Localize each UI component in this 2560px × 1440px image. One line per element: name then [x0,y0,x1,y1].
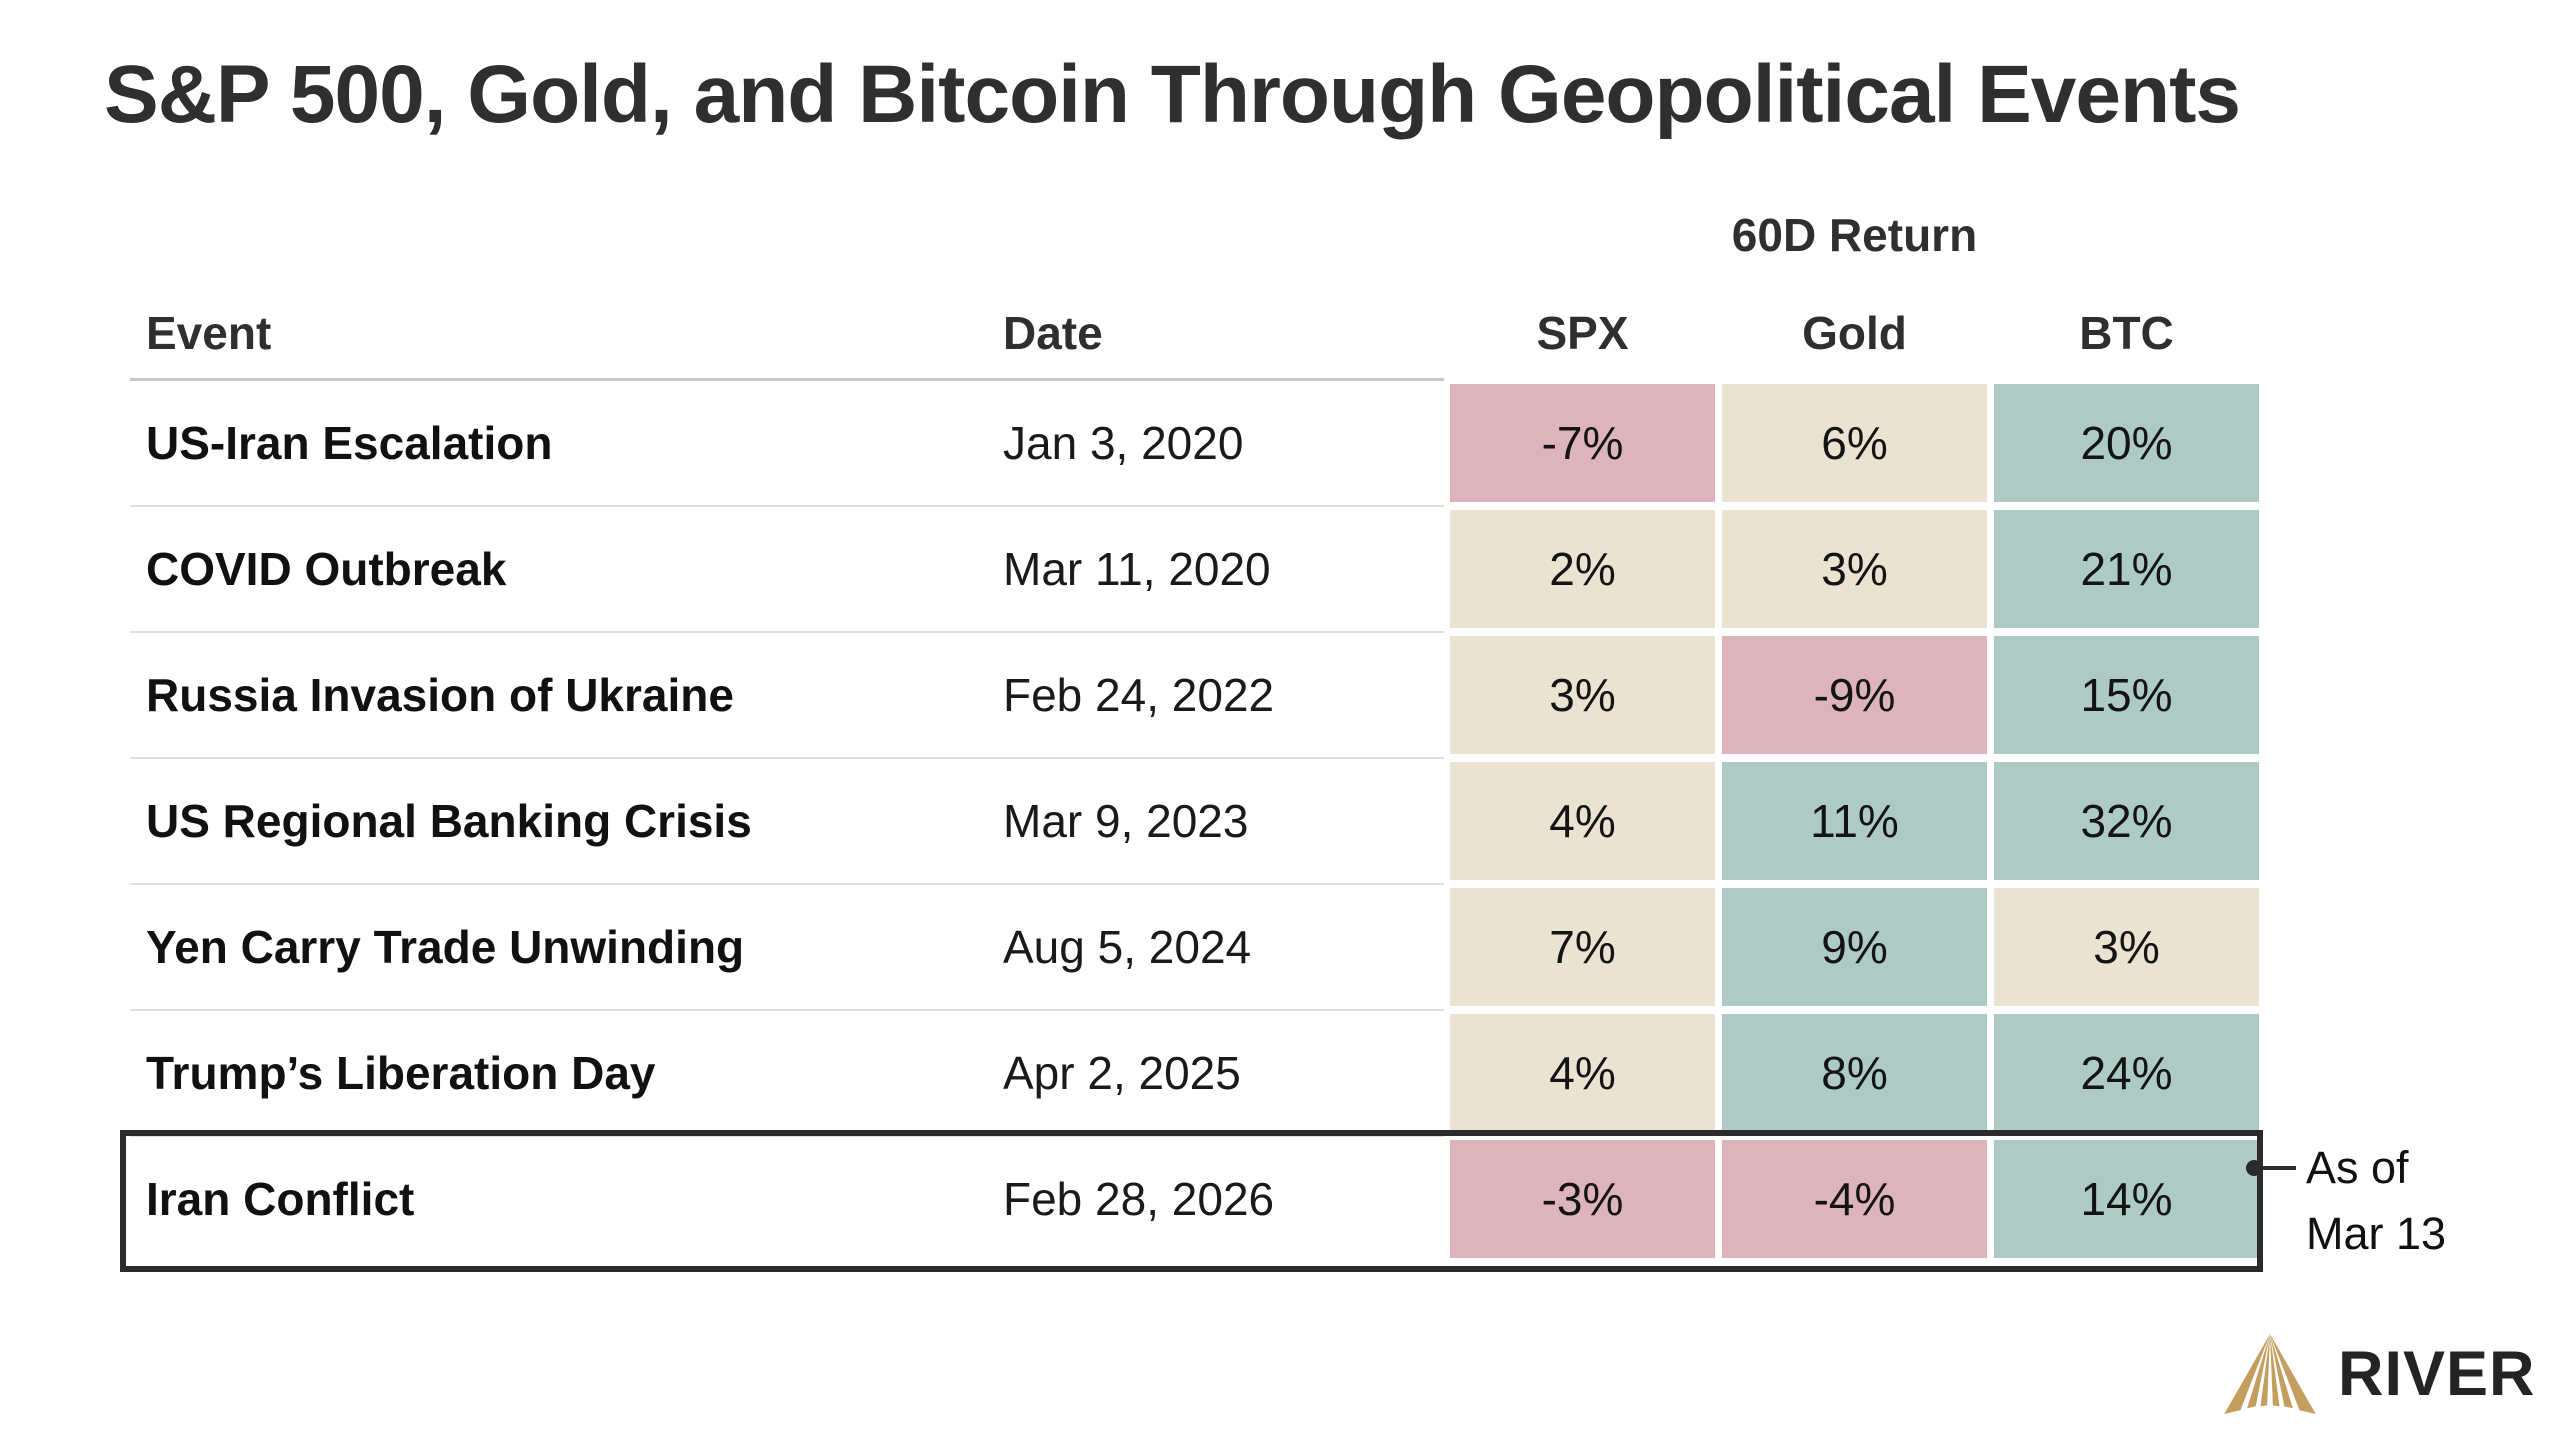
spx-return-cell: -7% [1450,384,1715,502]
gold-return-cell: 3% [1722,510,1987,628]
event-date: Feb 24, 2022 [1003,669,1275,721]
event-date: Apr 2, 2025 [1003,1047,1241,1099]
btc-return-cell: 24% [1994,1014,2259,1132]
spx-return-cell: 4% [1450,762,1715,880]
spx-return-cell: 3% [1450,636,1715,754]
annotation-connector-line [2254,1166,2296,1170]
event-name: Iran Conflict [146,1173,415,1225]
page-title: S&P 500, Gold, and Bitcoin Through Geopo… [104,49,2241,140]
table-row: Yen Carry Trade Unwinding Aug 5, 2024 7%… [0,884,2560,1011]
column-header-spx: SPX [1536,307,1629,359]
table-row: Trump’s Liberation Day Apr 2, 2025 4% 8%… [0,1010,2560,1137]
gold-return-cell: -9% [1722,636,1987,754]
spx-return-cell: 2% [1450,510,1715,628]
table-row: Russia Invasion of Ukraine Feb 24, 2022 … [0,632,2560,759]
gold-return-cell: 6% [1722,384,1987,502]
as-of-line2: Mar 13 [2306,1208,2447,1259]
btc-return-cell: 15% [1994,636,2259,754]
event-date: Jan 3, 2020 [1003,417,1244,469]
btc-return-cell: 3% [1994,888,2259,1006]
event-name: US Regional Banking Crisis [146,795,752,847]
event-name: Yen Carry Trade Unwinding [146,921,745,973]
as-of-line1: As of [2306,1142,2409,1193]
gold-return-cell: -4% [1722,1140,1987,1258]
event-name: COVID Outbreak [146,543,507,595]
column-header-date: Date [1003,307,1103,359]
btc-return-cell: 21% [1994,510,2259,628]
btc-return-cell: 20% [1994,384,2259,502]
as-of-annotation: As of Mar 13 [2306,1135,2446,1267]
column-header-btc: BTC [2079,307,2174,359]
event-name: Trump’s Liberation Day [146,1047,656,1099]
table-row: US Regional Banking Crisis Mar 9, 2023 4… [0,758,2560,885]
river-logo: RIVER [2222,1334,2536,1414]
gold-return-cell: 9% [1722,888,1987,1006]
column-header-gold: Gold [1802,307,1907,359]
table-row: US-Iran Escalation Jan 3, 2020 -7% 6% 20… [0,380,2560,507]
event-date: Mar 9, 2023 [1003,795,1249,847]
spx-return-cell: -3% [1450,1140,1715,1258]
event-name: Russia Invasion of Ukraine [146,669,734,721]
event-date: Aug 5, 2024 [1003,921,1252,973]
column-header-event: Event [146,307,272,359]
spx-return-cell: 7% [1450,888,1715,1006]
group-header-60d-return: 60D Return [1731,209,1978,261]
gold-return-cell: 11% [1722,762,1987,880]
river-wordmark: RIVER [2338,1338,2536,1409]
event-date: Feb 28, 2026 [1003,1173,1275,1225]
spx-return-cell: 4% [1450,1014,1715,1132]
river-rays-icon [2224,1334,2316,1414]
header-divider [130,378,1444,381]
table-body: US-Iran Escalation Jan 3, 2020 -7% 6% 20… [0,380,2560,1262]
gold-return-cell: 8% [1722,1014,1987,1132]
btc-return-cell: 32% [1994,762,2259,880]
table-row-highlighted: Iran Conflict Feb 28, 2026 -3% -4% 14% [0,1136,2560,1262]
event-name: US-Iran Escalation [146,417,553,469]
event-date: Mar 11, 2020 [1003,543,1271,595]
btc-return-cell: 14% [1994,1140,2259,1258]
table-row: COVID Outbreak Mar 11, 2020 2% 3% 21% [0,506,2560,633]
